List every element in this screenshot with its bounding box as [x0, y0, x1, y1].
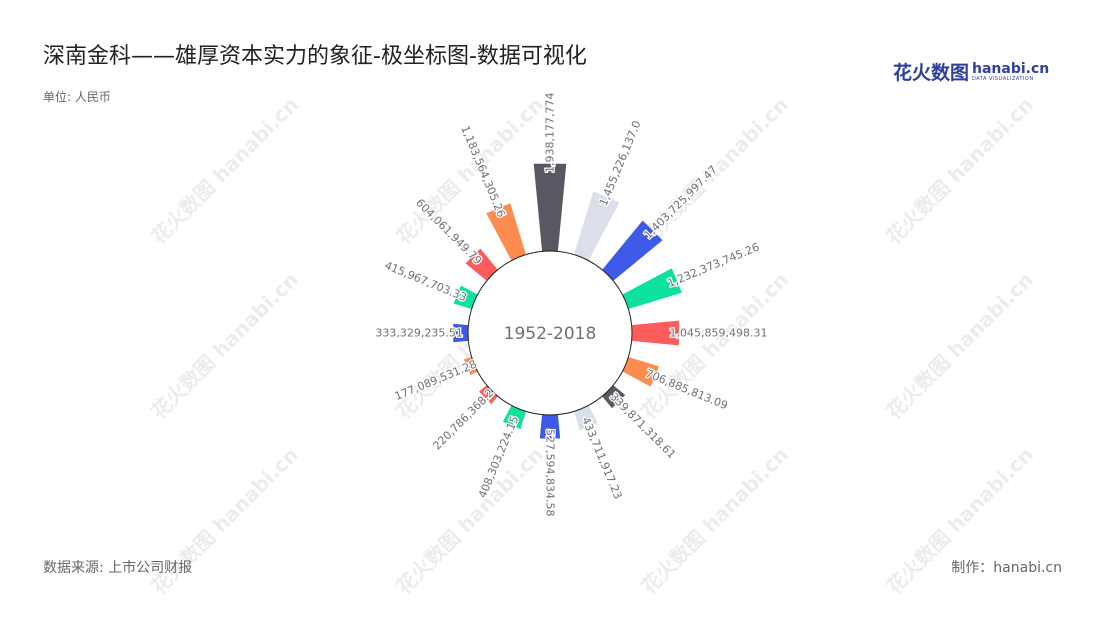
- maker-credit: 制作：hanabi.cn: [951, 560, 1062, 576]
- bar-value-label: 1,183,564,305.26: [458, 124, 508, 219]
- center-label: 1952-2018: [504, 324, 597, 344]
- logo-cn-text: 花火数图: [893, 62, 970, 84]
- polar-bar: [533, 163, 567, 252]
- bar-value-label: 408,303,224.15: [476, 414, 521, 500]
- bar-value-label: 1,045,859,498.31: [670, 327, 768, 340]
- bar-value-label: 1,232,373,745.26: [666, 241, 761, 291]
- polar-bar: [502, 405, 526, 430]
- polar-bar: [631, 320, 679, 346]
- polar-bar: [486, 203, 526, 261]
- bar-value-label: 339,871,318.61: [607, 390, 678, 461]
- bar-value-label: 527,594,834.58: [544, 429, 557, 516]
- hanabi-logo: 花火数图 hanabi.cn DATA VISUALIZATION: [893, 58, 1049, 85]
- bar-value-label: 433,711,917.23: [579, 415, 624, 501]
- bar-value-label: 333,329,235.51: [375, 327, 462, 340]
- logo-en-text: hanabi.cn: [972, 60, 1050, 77]
- bar-value-label: 1,403,725,997.47: [641, 163, 719, 241]
- polar-bar: [622, 357, 660, 387]
- bar-value-label: 604,061,949.79: [413, 196, 484, 267]
- polar-bar: [453, 323, 469, 343]
- bar-value-label: 1,938,177,774: [544, 93, 557, 173]
- data-source: 数据来源: 上市公司财报: [43, 560, 193, 576]
- polar-bar: [463, 357, 478, 376]
- polar-bar: [539, 414, 561, 439]
- polar-bar: [479, 385, 498, 404]
- bar-value-label: 177,089,531.28: [393, 358, 479, 403]
- inner-circle: [467, 250, 633, 416]
- bar-value-label: 415,967,703.33: [383, 259, 469, 304]
- chart-title: 深南金科——雄厚资本实力的象征-极坐标图-数据可视化: [43, 44, 587, 69]
- polar-bar: [574, 191, 620, 261]
- bars-group: [453, 163, 682, 439]
- polar-bar: [622, 268, 682, 309]
- bar-value-label: 1,455,226,137.0: [597, 119, 644, 208]
- bar-value-label: 220,786,368.2: [430, 386, 496, 452]
- polar-bar: [574, 405, 598, 431]
- polar-bar: [602, 220, 663, 281]
- logo-sub-text: DATA VISUALIZATION: [972, 75, 1034, 82]
- polar-bar: [465, 248, 498, 281]
- bar-value-label: 706,885,813.09: [644, 367, 730, 412]
- polar-bar: [453, 285, 478, 309]
- unit-label: 单位: 人民币: [43, 90, 111, 104]
